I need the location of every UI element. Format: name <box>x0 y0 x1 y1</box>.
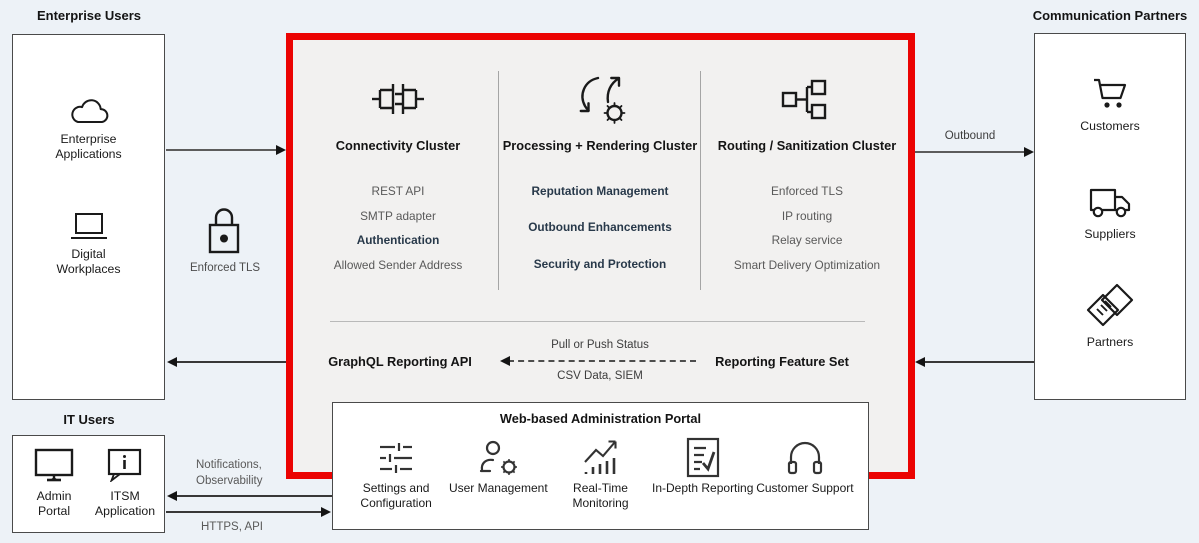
processing-cluster-title: Processing + Rendering Cluster <box>502 138 698 153</box>
portal-item-label: In-Depth Reporting <box>652 481 754 495</box>
it-users-title: IT Users <box>63 412 115 427</box>
connectivity-cluster-items: REST API SMTP adapter Authentication All… <box>334 179 463 277</box>
platform-to-enterprise-arrow-line <box>176 361 286 363</box>
enterprise-to-platform-arrow-line <box>166 149 278 151</box>
laptop-icon <box>67 212 111 242</box>
cluster-item: Relay service <box>771 233 843 248</box>
reporting-arrowhead-icon <box>500 355 510 366</box>
handshake-icon <box>1084 282 1136 328</box>
admin-portal-panel: Web-based Administration Portal Settings… <box>332 402 869 530</box>
cluster-item: IP routing <box>781 208 833 223</box>
enterprise-users-title: Enterprise Users <box>36 8 142 23</box>
customers-label: Customers <box>1080 119 1140 133</box>
routing-sanitization-cluster: Routing / Sanitization Cluster Enforced … <box>701 70 913 277</box>
lock-icon <box>201 202 247 260</box>
enterprise-applications-label: Enterprise Applications <box>55 132 122 162</box>
digital-workplaces-label: Digital Workplaces <box>56 247 121 277</box>
monitor-icon <box>32 448 76 482</box>
digital-workplaces-node: Digital Workplaces <box>13 212 164 277</box>
chat-info-icon <box>105 448 145 482</box>
routing-icon <box>780 70 834 128</box>
portal-item-settings: Settings and Configuration <box>345 436 447 511</box>
it-users-panel: Admin Portal ITSM Application <box>12 435 165 533</box>
admin-portal-title: Web-based Administration Portal <box>499 411 702 426</box>
portal-item-monitoring: Real-Time Monitoring <box>549 436 651 511</box>
notifications-label-line1: Notifications, <box>196 459 262 471</box>
cluster-item: Enforced TLS <box>771 184 843 198</box>
itsm-application-node: ITSM Application <box>89 448 161 519</box>
outbound-arrow-line <box>915 151 1026 153</box>
enterprise-to-platform-arrowhead-icon <box>276 144 286 155</box>
platform-to-enterprise-arrowhead-icon <box>167 356 177 367</box>
reporting-dashed-arrow-line <box>508 360 696 362</box>
cluster-item: Allowed Sender Address <box>333 257 463 272</box>
cluster-item: SMTP adapter <box>360 208 436 223</box>
connector-icon <box>369 70 427 128</box>
partners-to-platform-arrowhead-icon <box>915 356 925 367</box>
cluster-item: Authentication <box>356 233 440 248</box>
sliders-icon <box>374 436 418 480</box>
admin-portal-items: Settings and Configuration User Manageme… <box>345 436 856 511</box>
partners-node: Partners <box>1035 282 1185 350</box>
cluster-item: Outbound Enhancements <box>528 220 672 235</box>
enforced-tls-label: Enforced TLS <box>189 262 261 274</box>
connectivity-cluster: Connectivity Cluster REST API SMTP adapt… <box>299 70 497 277</box>
report-check-icon <box>682 436 724 480</box>
notifications-label-line2: Observability <box>196 474 263 487</box>
cloud-icon <box>66 95 112 127</box>
user-gear-icon <box>475 436 521 480</box>
cluster-item: Smart Delivery Optimization <box>733 257 881 272</box>
portal-to-it-arrow-line <box>176 495 332 497</box>
portal-item-label: User Management <box>448 481 548 495</box>
enterprise-users-panel: Enterprise Applications Digital Workplac… <box>12 34 165 400</box>
it-to-portal-arrow-line <box>166 511 323 513</box>
pull-push-status-label: Pull or Push Status <box>551 339 649 351</box>
it-to-portal-arrowhead-icon <box>321 506 331 517</box>
routing-cluster-items: Enforced TLS IP routing Relay service Sm… <box>734 179 880 277</box>
csv-siem-label: CSV Data, SIEM <box>557 370 643 382</box>
portal-item-label: Settings and Configuration <box>360 481 432 510</box>
cart-icon <box>1088 74 1132 112</box>
enterprise-applications-node: Enterprise Applications <box>13 95 164 162</box>
portal-item-label: Real-Time Monitoring <box>572 481 629 510</box>
reporting-feature-set-label: Reporting Feature Set <box>715 354 849 369</box>
headset-icon <box>784 436 826 480</box>
truck-icon <box>1087 184 1133 220</box>
cluster-divider-2 <box>700 71 702 290</box>
portal-item-reporting: In-Depth Reporting <box>652 436 754 511</box>
graphql-reporting-api-label: GraphQL Reporting API <box>328 354 472 369</box>
admin-portal-label: Admin Portal <box>36 489 72 519</box>
partners-label: Partners <box>1086 335 1134 349</box>
itsm-application-label: ITSM Application <box>94 489 156 519</box>
portal-item-user-management: User Management <box>447 436 549 511</box>
outbound-label: Outbound <box>944 130 996 142</box>
processing-icon <box>571 70 629 128</box>
suppliers-node: Suppliers <box>1035 184 1185 242</box>
portal-item-support: Customer Support <box>754 436 856 511</box>
reporting-divider <box>330 321 865 323</box>
https-api-label: HTTPS, API <box>201 521 263 533</box>
communication-partners-panel: Customers Suppliers Partner <box>1034 33 1186 400</box>
cluster-item: Reputation Management <box>531 184 669 198</box>
processing-cluster-items: Reputation Management Outbound Enhanceme… <box>528 173 672 282</box>
routing-cluster-title: Routing / Sanitization Cluster <box>717 138 897 153</box>
outbound-arrowhead-icon <box>1024 146 1034 157</box>
cluster-item: Security and Protection <box>533 256 667 271</box>
notifications-observability-label: Notifications, Observability <box>196 458 316 489</box>
portal-item-label: Customer Support <box>756 481 854 495</box>
processing-rendering-cluster: Processing + Rendering Cluster Reputatio… <box>499 70 701 282</box>
suppliers-label: Suppliers <box>1084 227 1136 241</box>
communication-partners-title: Communication Partners <box>1032 8 1188 23</box>
portal-to-it-arrowhead-icon <box>167 490 177 501</box>
chart-icon <box>577 436 625 480</box>
connectivity-cluster-title: Connectivity Cluster <box>335 138 461 153</box>
cluster-divider-1 <box>498 71 500 290</box>
customers-node: Customers <box>1035 74 1185 134</box>
admin-portal-node: Admin Portal <box>21 448 87 519</box>
partners-to-platform-arrow-line <box>924 361 1034 363</box>
cluster-item: REST API <box>371 184 425 198</box>
